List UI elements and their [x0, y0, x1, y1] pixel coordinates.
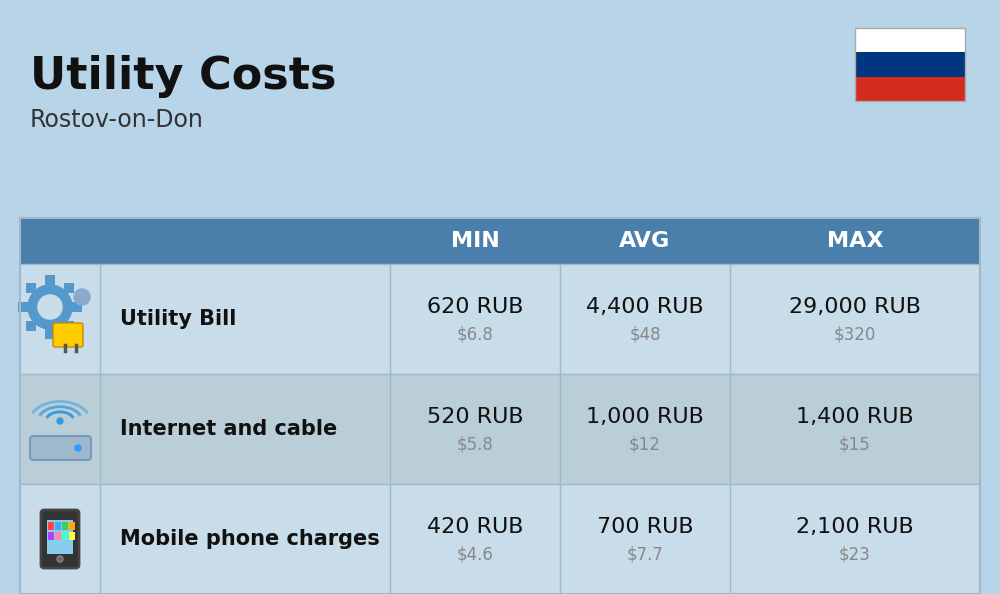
Text: 29,000 RUB: 29,000 RUB: [789, 297, 921, 317]
Bar: [20, 218, 980, 264]
Circle shape: [38, 295, 62, 319]
Text: 1,400 RUB: 1,400 RUB: [796, 407, 914, 427]
Bar: [47, 520, 73, 554]
Bar: [20, 218, 980, 594]
Bar: [45, 329, 55, 339]
Text: MAX: MAX: [827, 231, 883, 251]
FancyBboxPatch shape: [30, 436, 91, 460]
Circle shape: [57, 418, 63, 424]
Text: 520 RUB: 520 RUB: [427, 407, 523, 427]
Text: $23: $23: [839, 546, 871, 564]
Text: Internet and cable: Internet and cable: [120, 419, 337, 439]
Bar: [64, 283, 74, 293]
FancyBboxPatch shape: [41, 510, 79, 568]
Bar: [20, 484, 980, 594]
Text: 620 RUB: 620 RUB: [427, 297, 523, 317]
Text: $320: $320: [834, 326, 876, 344]
Bar: [26, 321, 36, 331]
Text: $4.6: $4.6: [457, 546, 493, 564]
Bar: [20, 374, 980, 484]
Bar: [69, 522, 75, 530]
Bar: [62, 522, 68, 530]
Text: Utility Bill: Utility Bill: [120, 309, 236, 329]
Text: $7.7: $7.7: [627, 546, 663, 564]
Text: Utility Costs: Utility Costs: [30, 55, 336, 98]
Bar: [855, 28, 965, 52]
Bar: [69, 532, 75, 540]
Text: $6.8: $6.8: [457, 326, 493, 344]
Text: 2,100 RUB: 2,100 RUB: [796, 517, 914, 537]
Bar: [20, 264, 980, 374]
Bar: [855, 28, 965, 101]
Circle shape: [74, 289, 90, 305]
Text: $48: $48: [629, 326, 661, 344]
Bar: [45, 275, 55, 285]
Bar: [48, 522, 54, 530]
Bar: [48, 532, 54, 540]
Text: MIN: MIN: [451, 231, 499, 251]
Text: $5.8: $5.8: [457, 436, 493, 454]
Circle shape: [28, 285, 72, 329]
Text: 4,400 RUB: 4,400 RUB: [586, 297, 704, 317]
Text: $15: $15: [839, 436, 871, 454]
Text: 700 RUB: 700 RUB: [597, 517, 693, 537]
Bar: [855, 77, 965, 101]
Bar: [26, 283, 36, 293]
Text: Rostov-on-Don: Rostov-on-Don: [30, 108, 204, 132]
Bar: [855, 52, 965, 77]
Circle shape: [57, 556, 63, 562]
Bar: [64, 321, 74, 331]
Text: 1,000 RUB: 1,000 RUB: [586, 407, 704, 427]
Text: Mobile phone charges: Mobile phone charges: [120, 529, 380, 549]
Text: $12: $12: [629, 436, 661, 454]
Text: 420 RUB: 420 RUB: [427, 517, 523, 537]
Bar: [55, 532, 61, 540]
Bar: [55, 522, 61, 530]
FancyBboxPatch shape: [53, 323, 83, 347]
Bar: [72, 302, 82, 312]
Bar: [18, 302, 28, 312]
Bar: [62, 532, 68, 540]
Circle shape: [75, 445, 81, 451]
Text: AVG: AVG: [619, 231, 671, 251]
